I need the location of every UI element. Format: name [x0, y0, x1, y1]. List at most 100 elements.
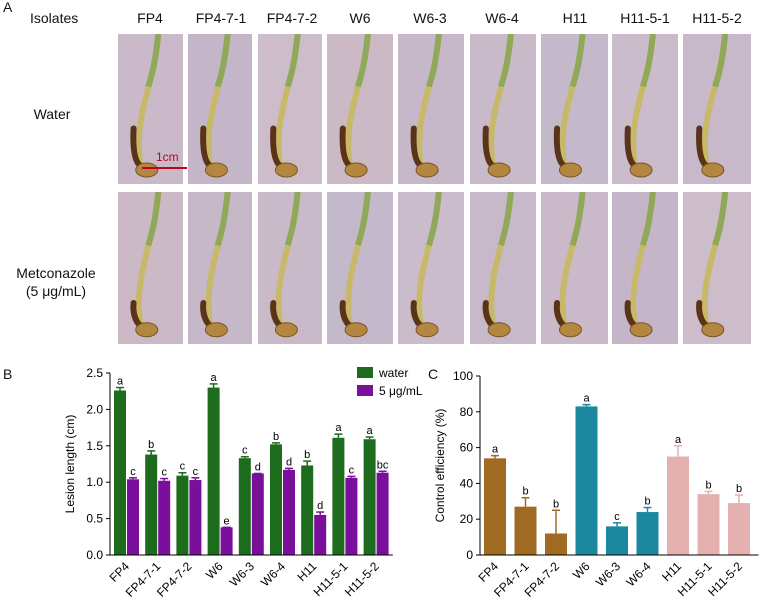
significance-letter: b [736, 483, 742, 495]
significance-letter: a [492, 444, 499, 456]
x-tick-label: H11-5-2 [342, 559, 382, 599]
significance-letter: d [255, 461, 261, 473]
bar-control-efficiency [514, 506, 537, 555]
bar-5ugml [158, 480, 171, 555]
significance-letter: a [583, 393, 590, 405]
x-tick-label: H11-5-2 [705, 559, 745, 599]
error-bar [116, 386, 124, 391]
bar-water [114, 390, 126, 555]
error-bar [129, 477, 137, 480]
significance-letter: d [317, 500, 323, 512]
photo-water [188, 34, 252, 184]
legend-label: water [378, 366, 408, 380]
photo-metconazole [258, 192, 322, 344]
bar-water [176, 475, 189, 555]
bar-5ugml [251, 473, 264, 555]
error-bar [160, 477, 169, 481]
bar-water [207, 387, 220, 555]
x-tick-label: FP4-7-2 [154, 559, 195, 600]
significance-letter: a [335, 422, 342, 434]
significance-letter: a [211, 372, 218, 384]
panel-label-b: B [3, 366, 13, 382]
x-tick-label: H11 [659, 559, 684, 584]
significance-letter: c [130, 466, 136, 478]
photo-metconazole [612, 192, 678, 344]
photo-water [258, 34, 322, 184]
y-tick-label: 20 [460, 512, 474, 526]
isolates-header: Isolates [30, 10, 79, 26]
significance-letter: b [705, 479, 711, 491]
seedling-image [410, 34, 442, 178]
significance-letter: c [242, 445, 248, 457]
y-tick-label: 80 [460, 405, 474, 419]
bar-5ugml [127, 479, 139, 555]
photo-water [470, 34, 536, 184]
bar-water [145, 454, 158, 555]
seedling-image [696, 192, 729, 338]
x-tick-label: W6 [203, 559, 226, 582]
error-bar [191, 477, 200, 481]
error-bar [347, 475, 356, 478]
panel-label-c: C [428, 366, 439, 382]
significance-letter: a [117, 376, 124, 388]
x-tick-label: W6-3 [227, 559, 257, 589]
seedling-image [270, 34, 301, 178]
bar-5ugml [189, 480, 202, 555]
panel-label-a: A [3, 0, 13, 15]
photo-water [612, 34, 678, 184]
significance-letter: b [522, 486, 528, 498]
isolate-header: FP4 [137, 10, 163, 26]
seedling-image [130, 34, 162, 178]
y-tick-label: 60 [460, 441, 474, 455]
error-bar [521, 496, 530, 507]
photo-metconazole [398, 192, 464, 344]
y-axis-label: Control efficiency (%) [433, 409, 447, 523]
isolate-header: W6-4 [485, 10, 519, 26]
isolate-header: FP4-7-2 [266, 10, 318, 26]
error-bar [147, 450, 156, 455]
significance-letter: b [148, 439, 154, 451]
error-bar [491, 454, 499, 459]
isolate-header: W6-3 [413, 10, 447, 26]
error-bar [613, 522, 621, 527]
error-bar [178, 471, 187, 476]
error-bar [365, 436, 374, 440]
y-tick-label: 0.0 [86, 548, 103, 562]
significance-letter: c [180, 461, 186, 473]
significance-letter: bc [377, 459, 389, 471]
error-bar [272, 442, 280, 445]
isolate-header: FP4-7-1 [195, 10, 247, 26]
bar-5ugml [345, 477, 358, 555]
seedling-image [482, 34, 514, 178]
legend-swatch [357, 367, 373, 378]
seedling-image [130, 192, 162, 338]
row-label-metconazole-conc: (5 μg/mL) [25, 283, 87, 299]
row-label-water: Water [33, 106, 71, 122]
photo-water [118, 34, 183, 184]
bar-water [238, 458, 251, 555]
x-tick-label: FP4 [107, 559, 133, 585]
x-tick-label: H11 [294, 559, 319, 584]
isolate-header: W6 [349, 10, 371, 26]
isolate-header: H11-5-1 [620, 10, 670, 26]
x-tick-label: W6-4 [258, 559, 288, 589]
y-tick-label: 2.5 [86, 366, 103, 380]
photo-water [327, 34, 393, 184]
photo-metconazole [470, 192, 536, 344]
seedling-image [553, 192, 586, 338]
y-tick-label: 0.5 [86, 512, 103, 526]
photo-metconazole [327, 192, 393, 344]
photo-metconazole [118, 192, 183, 344]
significance-letter: a [675, 434, 682, 446]
y-tick-label: 1.0 [86, 475, 103, 489]
seedling-image [270, 192, 301, 338]
photo-metconazole [683, 192, 751, 344]
bar-5ugml [376, 472, 389, 555]
y-tick-label: 0 [466, 548, 473, 562]
scale-bar-line [142, 167, 187, 169]
error-bar [378, 470, 387, 473]
error-bar [643, 506, 652, 513]
seedling-image [200, 34, 231, 178]
bar-control-efficiency [575, 406, 598, 555]
y-tick-label: 1.5 [86, 439, 103, 453]
